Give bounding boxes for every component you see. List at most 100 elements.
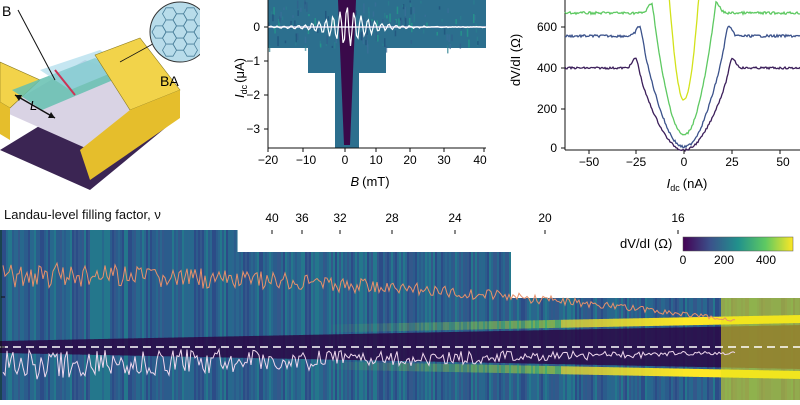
- map-dip: [517, 330, 519, 364]
- map-bright-lower: [505, 365, 507, 374]
- map-column: [287, 252, 289, 400]
- map-bright-lower: [573, 366, 575, 375]
- map-column: [182, 230, 184, 400]
- map-bright-upper: [603, 318, 605, 327]
- map-bright-lower: [345, 361, 347, 370]
- map-bright-lower: [461, 364, 463, 373]
- map-bright-upper: [397, 323, 399, 332]
- map-column: [234, 230, 236, 400]
- map-column: [473, 252, 475, 400]
- map-bright-upper: [349, 324, 351, 332]
- map-bright-lower: [515, 365, 517, 374]
- map-column: [10, 230, 12, 400]
- map-dip: [503, 330, 505, 363]
- map-speckle: [376, 20, 378, 30]
- map-speckle: [297, 10, 299, 16]
- map-speckle: [475, 28, 478, 33]
- map-bright-upper: [501, 321, 503, 329]
- map-dip: [531, 330, 533, 364]
- map-bright-upper: [515, 320, 517, 329]
- b-xtick-4: 20: [403, 153, 417, 167]
- map-speckle: [284, 40, 287, 44]
- map-speckle: [382, 43, 384, 47]
- map-column: [255, 252, 257, 400]
- map-bright-lower: [557, 366, 559, 375]
- right-contact-front: [80, 90, 180, 180]
- map-dip: [437, 332, 439, 362]
- map-bright-lower: [567, 366, 569, 375]
- map-column: [70, 230, 72, 400]
- map-speckle: [400, 19, 403, 26]
- map-bright-lower: [615, 367, 617, 376]
- map-column: [399, 252, 401, 400]
- map-bright-lower: [669, 368, 671, 377]
- map-dip: [671, 327, 673, 367]
- map-yellow-edge: [775, 298, 777, 400]
- map-bright-lower: [473, 364, 475, 373]
- map-bright-upper: [475, 321, 477, 330]
- map-dip: [204, 336, 206, 358]
- map-column: [385, 252, 387, 400]
- map-speckle: [307, 30, 310, 35]
- map-column: [311, 252, 313, 400]
- map-bright-upper: [353, 323, 355, 332]
- map-dip: [216, 336, 218, 358]
- map-speckle: [278, 19, 280, 27]
- map-column: [277, 252, 279, 400]
- map-bright-upper: [567, 319, 569, 328]
- map-bright-upper: [507, 320, 509, 329]
- map-column: [226, 230, 228, 400]
- map-bright-lower: [643, 367, 645, 376]
- map-column: [309, 252, 311, 400]
- map-bright-upper: [623, 318, 625, 327]
- map-bright-upper: [601, 319, 603, 327]
- map-bright-upper: [465, 321, 467, 330]
- map-bright-upper: [535, 320, 537, 329]
- b-xtick-0: −20: [258, 153, 279, 167]
- map-bright-upper: [479, 321, 481, 330]
- map-column: [18, 230, 20, 400]
- map-column: [423, 252, 425, 400]
- map-bright-upper: [469, 321, 471, 330]
- map-bright-upper: [355, 323, 357, 332]
- map-speckle: [443, 28, 446, 35]
- map-bright-upper: [433, 322, 435, 331]
- map-yellow-edge: [749, 298, 751, 400]
- map-bright-upper: [705, 316, 707, 325]
- map-column: [124, 230, 126, 400]
- map-column: [194, 230, 196, 400]
- map-bright-upper: [403, 322, 405, 331]
- map-bright-lower: [499, 365, 501, 373]
- map-column: [489, 252, 491, 400]
- map-column: [202, 230, 204, 400]
- map-bright-upper: [425, 322, 427, 331]
- map-speckle: [365, 39, 367, 46]
- map-column: [431, 252, 433, 400]
- map-speckle: [331, 45, 334, 48]
- ff-tick-label: 40: [265, 211, 279, 225]
- map-speckle: [404, 18, 407, 27]
- map-bright-upper: [483, 321, 485, 330]
- map-column: [365, 252, 367, 400]
- map-bright-lower: [631, 367, 633, 376]
- map-bright-upper: [691, 317, 693, 326]
- device-schematic: B L BA: [0, 1, 211, 190]
- map-speckle: [410, 3, 412, 10]
- map-bright-lower: [425, 363, 427, 372]
- map-bright-upper: [639, 318, 641, 327]
- map-bright-upper: [395, 323, 397, 332]
- map-bright-lower: [719, 369, 721, 378]
- map-bright-lower: [421, 363, 423, 372]
- map-bright-lower: [519, 365, 521, 374]
- map-column: [42, 230, 44, 400]
- c-ytick-400: 400: [537, 61, 557, 75]
- c-y-ticks: 600 400 200 0: [537, 20, 565, 155]
- map-dip: [295, 335, 297, 359]
- map-column: [345, 252, 347, 400]
- label-L: L: [30, 98, 37, 113]
- map-bright-lower: [537, 365, 539, 374]
- map-column: [397, 252, 399, 400]
- map-bright-lower: [359, 362, 361, 371]
- map-bright-lower: [535, 365, 537, 374]
- map-speckle: [294, 20, 296, 30]
